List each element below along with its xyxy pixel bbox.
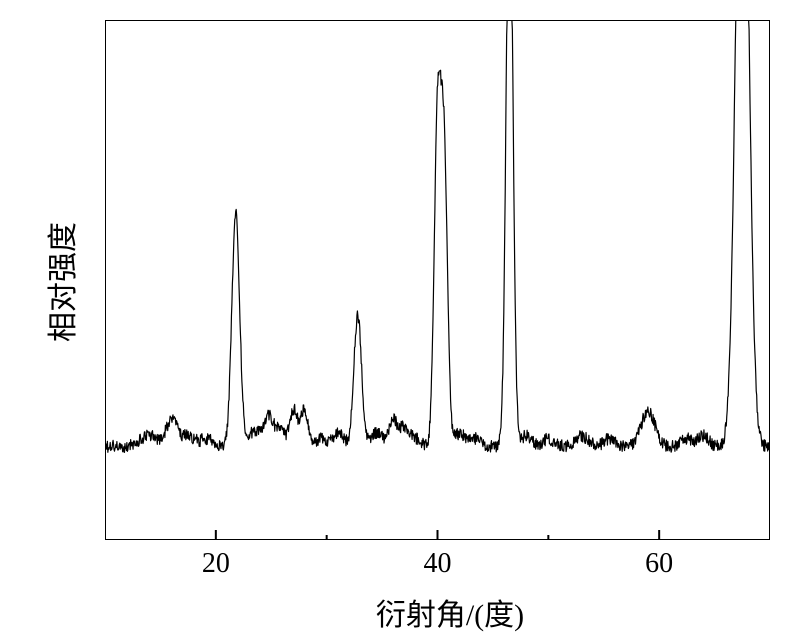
y-axis-label: 相对强度	[38, 202, 82, 362]
plot-svg	[105, 20, 770, 540]
x-axis-label: 衍射角/(度)	[300, 590, 600, 634]
x-tick-label: 60	[645, 548, 673, 580]
x-tick-label: 40	[424, 548, 452, 580]
x-tick-label: 20	[202, 548, 230, 580]
plot-area	[105, 20, 770, 540]
xrd-chart: 相对强度 20 40 60 衍射角/(度)	[0, 0, 800, 642]
